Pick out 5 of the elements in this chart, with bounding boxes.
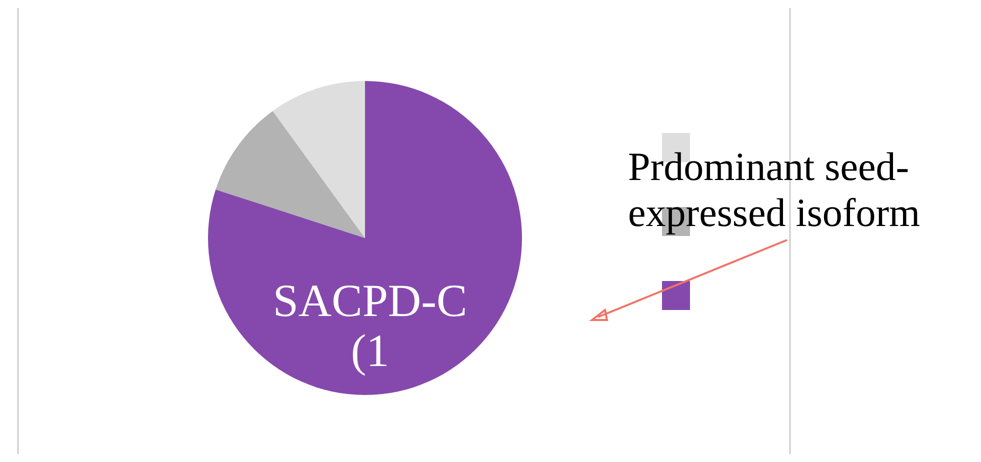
pie-slice xyxy=(216,110,365,238)
text: Prdominant seed-expressed isoform xyxy=(628,144,920,235)
slice-label: SACPD-C (1 xyxy=(272,275,468,376)
pie-slice xyxy=(208,81,522,395)
pie-slice xyxy=(272,81,365,238)
